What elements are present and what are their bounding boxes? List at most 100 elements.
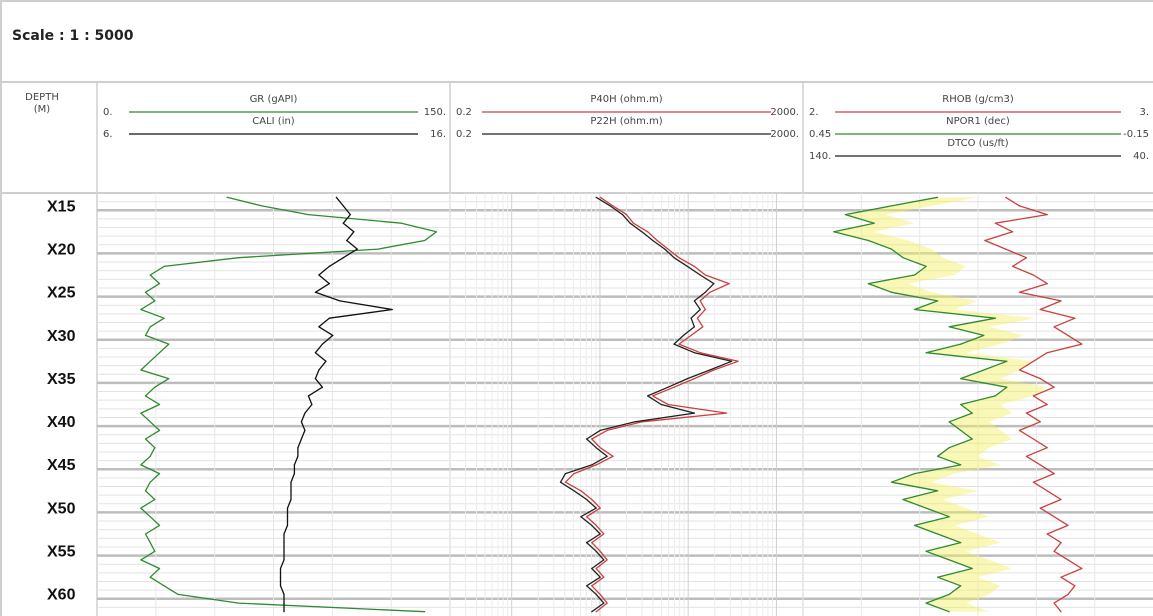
point-p22h xyxy=(606,455,608,457)
depth-tick-label: X35 xyxy=(47,371,76,388)
point-p40h xyxy=(652,395,654,397)
point-p40h xyxy=(656,239,658,242)
point-gr xyxy=(140,308,142,311)
point-npor1 xyxy=(937,490,939,492)
point-p40h xyxy=(591,542,593,544)
point-cali xyxy=(339,300,341,302)
point-p22h xyxy=(573,490,575,492)
point-rhob xyxy=(1032,274,1034,276)
point-npor1 xyxy=(937,576,939,578)
point-cali xyxy=(286,516,289,518)
point-p22h xyxy=(641,231,643,233)
point-p40h xyxy=(693,265,696,267)
point-cali xyxy=(304,412,306,414)
point-npor1 xyxy=(948,421,950,423)
depth-tick-label: X55 xyxy=(47,544,76,561)
point-p40h xyxy=(612,205,614,207)
point-gr xyxy=(177,593,179,596)
point-cali xyxy=(300,421,302,423)
point-p40h xyxy=(591,585,593,587)
point-p22h xyxy=(591,611,593,613)
track2-curve-name-2: DTCO (us/ft) xyxy=(947,138,1008,149)
depth-tick-label: X15 xyxy=(47,198,76,215)
point-p40h xyxy=(599,593,601,596)
point-cali xyxy=(283,559,285,561)
track2-curve-max-1: -0.15 xyxy=(1123,129,1149,140)
track1-curve-min-1: 0.2 xyxy=(456,129,472,140)
point-rhob xyxy=(1081,343,1083,345)
point-npor1 xyxy=(983,334,985,336)
point-p40h xyxy=(699,352,701,354)
point-rhob xyxy=(1067,559,1069,561)
point-p22h xyxy=(682,334,685,336)
point-gr xyxy=(163,265,165,267)
point-rhob xyxy=(1046,214,1048,216)
point-gr xyxy=(154,386,156,388)
point-gr xyxy=(238,257,240,259)
point-p22h xyxy=(731,360,733,362)
point-npor1 xyxy=(960,378,962,380)
point-cali xyxy=(279,576,282,578)
point-gr xyxy=(149,360,151,362)
point-cali xyxy=(290,490,292,492)
point-cali xyxy=(356,248,358,250)
point-npor1 xyxy=(914,473,916,475)
point-p40h xyxy=(667,248,669,250)
point-p40h xyxy=(599,447,601,449)
point-p40h xyxy=(728,283,730,285)
curve-gr xyxy=(140,196,438,613)
point-cali xyxy=(342,257,344,259)
point-cali xyxy=(349,214,351,216)
crossover-shading xyxy=(833,197,1047,612)
point-npor1 xyxy=(937,455,939,457)
point-p22h xyxy=(693,352,696,354)
point-npor1 xyxy=(890,248,893,250)
point-rhob xyxy=(1053,386,1055,388)
point-npor1 xyxy=(971,412,973,414)
point-gr xyxy=(149,481,151,483)
point-rhob xyxy=(1039,507,1041,509)
point-rhob xyxy=(1005,196,1007,198)
depth-tick-label: X30 xyxy=(47,328,76,345)
depth-tick-label: X20 xyxy=(47,241,76,258)
point-gr xyxy=(168,378,170,380)
point-gr xyxy=(140,559,142,561)
point-rhob xyxy=(1012,231,1014,233)
point-p40h xyxy=(586,516,588,518)
point-npor1 xyxy=(948,516,950,518)
track2-curve-min-0: 2. xyxy=(809,107,819,118)
point-gr xyxy=(149,274,151,276)
point-cali xyxy=(293,464,295,466)
point-p22h xyxy=(664,248,666,250)
point-npor1 xyxy=(890,291,893,293)
point-rhob xyxy=(1018,205,1021,207)
point-rhob xyxy=(1053,473,1055,475)
point-rhob xyxy=(1039,464,1041,466)
point-gr xyxy=(144,438,147,440)
point-cali xyxy=(311,403,313,406)
point-p22h xyxy=(586,438,588,440)
depth-tick-label: X60 xyxy=(47,587,76,604)
point-gr xyxy=(144,490,147,492)
depth-header-line1: DEPTH xyxy=(25,92,59,103)
point-npor1 xyxy=(960,403,962,406)
point-p22h xyxy=(591,524,593,527)
point-gr xyxy=(154,498,156,501)
point-rhob xyxy=(1025,455,1027,457)
point-npor1 xyxy=(867,239,870,242)
point-rhob xyxy=(1060,498,1062,501)
point-p22h xyxy=(595,550,597,552)
point-npor1 xyxy=(960,343,962,345)
point-rhob xyxy=(1060,300,1062,302)
depth-tick-label: X40 xyxy=(47,414,76,431)
point-cali xyxy=(290,481,292,483)
point-gr xyxy=(158,352,161,354)
point-cali xyxy=(314,291,316,293)
track1-curve-name-1: P22H (ohm.m) xyxy=(590,116,662,127)
point-gr xyxy=(144,334,147,336)
point-gr xyxy=(168,343,170,345)
point-p22h xyxy=(699,274,701,276)
point-p22h xyxy=(586,498,588,501)
point-rhob xyxy=(1074,317,1076,319)
